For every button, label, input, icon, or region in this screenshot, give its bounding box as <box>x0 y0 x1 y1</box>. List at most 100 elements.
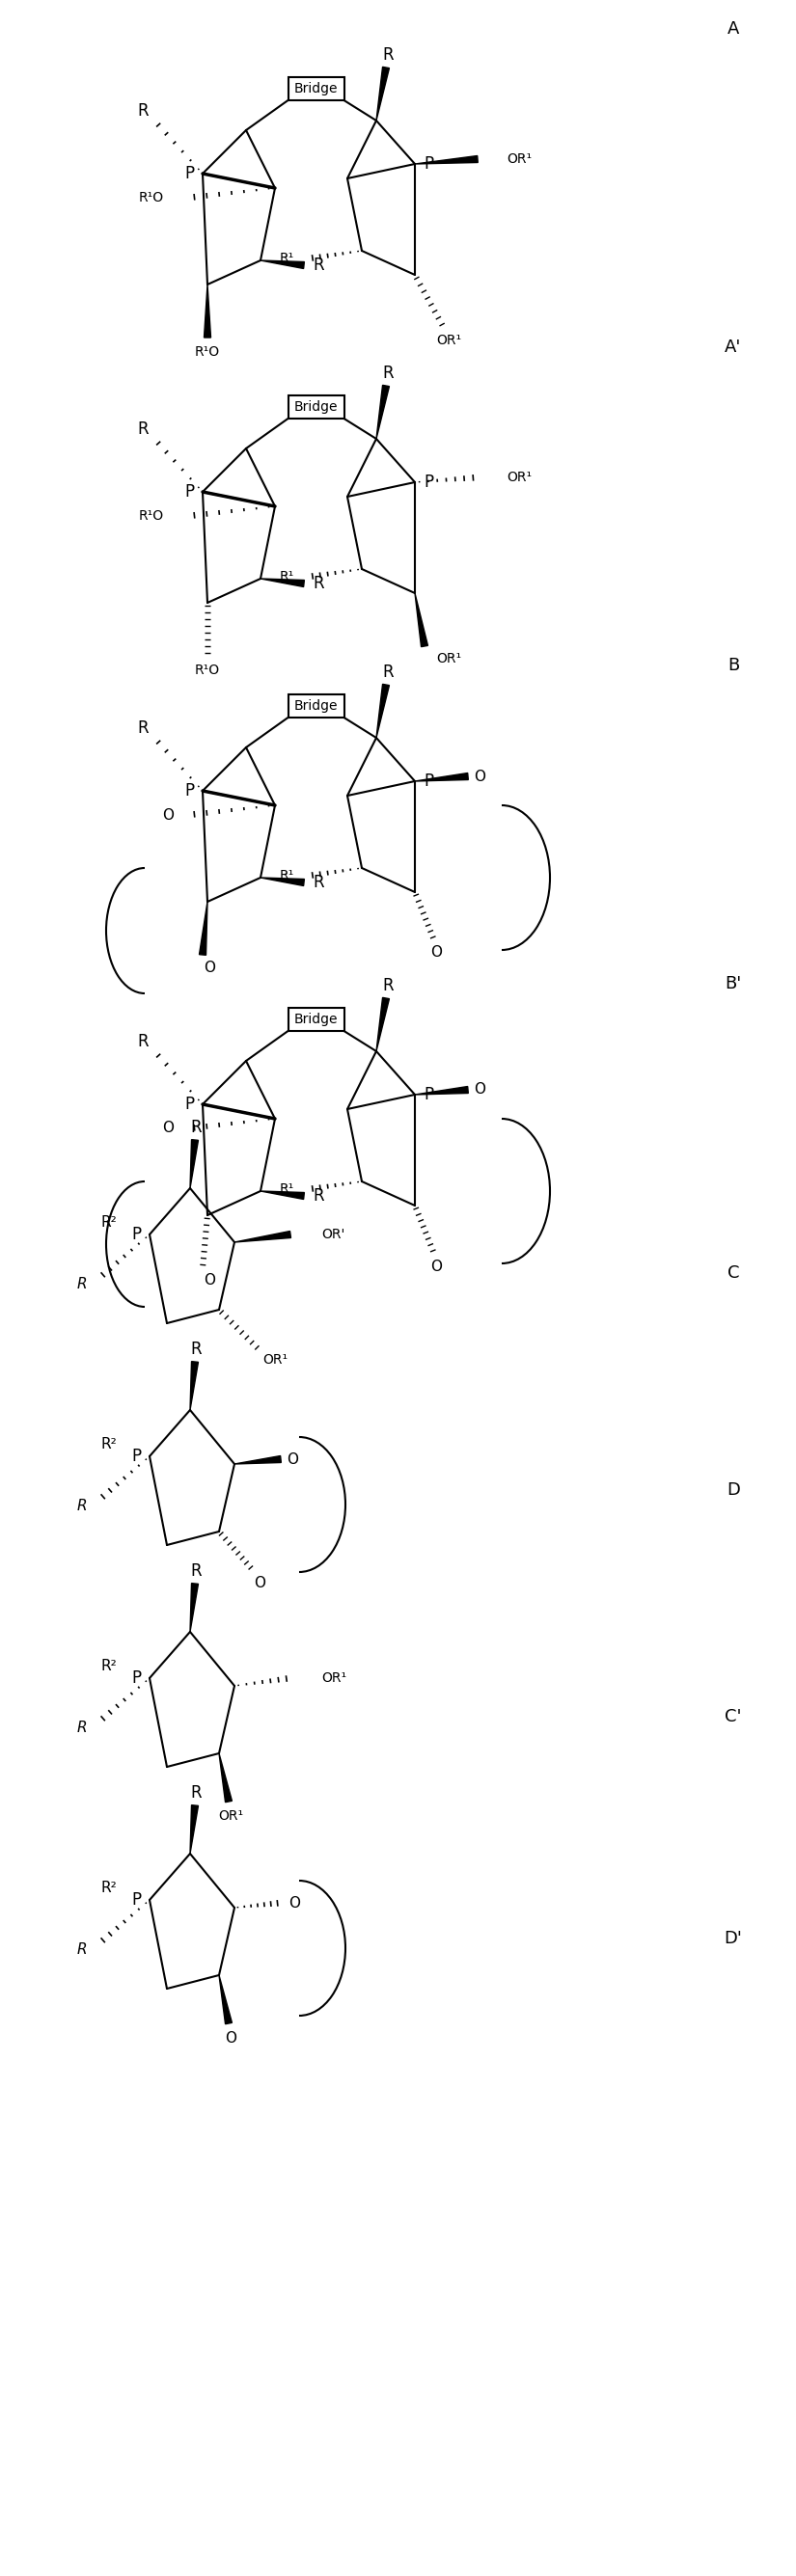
Text: P: P <box>423 155 433 173</box>
Text: R: R <box>190 1118 201 1136</box>
Text: P: P <box>131 1669 141 1687</box>
Text: R: R <box>382 46 393 64</box>
Text: R²: R² <box>101 1880 117 1896</box>
Polygon shape <box>377 67 389 121</box>
Text: OR¹: OR¹ <box>506 471 532 484</box>
Polygon shape <box>415 592 428 647</box>
Text: O: O <box>254 1577 265 1589</box>
Text: D': D' <box>724 1929 743 1947</box>
Text: O: O <box>204 1273 215 1288</box>
Text: OR¹: OR¹ <box>322 1672 346 1685</box>
Text: B': B' <box>725 976 742 992</box>
Text: R: R <box>313 1188 324 1206</box>
Text: R: R <box>76 1721 87 1736</box>
Text: R¹: R¹ <box>279 252 295 265</box>
Text: O: O <box>431 945 442 961</box>
Text: O: O <box>288 1896 300 1909</box>
Text: P: P <box>184 1095 194 1113</box>
Text: OR': OR' <box>322 1229 345 1242</box>
Text: R: R <box>382 366 393 381</box>
Polygon shape <box>377 997 389 1051</box>
Bar <box>288 696 344 719</box>
Bar <box>288 397 344 417</box>
Polygon shape <box>190 1806 198 1855</box>
Text: R¹: R¹ <box>279 1182 295 1195</box>
Text: R: R <box>190 1340 201 1358</box>
Text: Bridge: Bridge <box>294 698 338 714</box>
Text: P: P <box>184 165 194 183</box>
Text: R: R <box>76 1499 87 1515</box>
Text: P: P <box>423 474 433 492</box>
Text: O: O <box>474 770 486 783</box>
Polygon shape <box>260 1190 304 1200</box>
Text: R¹: R¹ <box>279 868 295 884</box>
Text: O: O <box>474 1082 486 1097</box>
Polygon shape <box>415 155 478 165</box>
Polygon shape <box>415 1087 468 1095</box>
Polygon shape <box>377 386 389 438</box>
Text: P: P <box>423 773 433 791</box>
Polygon shape <box>260 878 304 886</box>
Text: R¹O: R¹O <box>139 191 164 204</box>
Text: C: C <box>728 1265 739 1283</box>
Text: D: D <box>727 1481 740 1499</box>
Text: R: R <box>137 1033 148 1051</box>
Bar <box>288 77 344 100</box>
Text: OR¹: OR¹ <box>263 1352 287 1368</box>
Polygon shape <box>190 1584 198 1631</box>
Text: R: R <box>76 1942 87 1958</box>
Text: R¹O: R¹O <box>139 510 164 523</box>
Bar <box>288 1007 344 1030</box>
Polygon shape <box>219 1754 232 1803</box>
Text: R: R <box>313 574 324 592</box>
Text: O: O <box>287 1453 298 1466</box>
Text: R: R <box>313 258 324 273</box>
Text: R: R <box>382 665 393 680</box>
Text: P: P <box>131 1448 141 1466</box>
Text: R²: R² <box>101 1437 117 1453</box>
Text: P: P <box>131 1226 141 1244</box>
Text: O: O <box>224 2030 236 2045</box>
Text: R: R <box>313 873 324 891</box>
Text: C': C' <box>725 1708 742 1726</box>
Text: B: B <box>728 657 739 675</box>
Text: A': A' <box>725 337 742 355</box>
Polygon shape <box>260 580 304 587</box>
Polygon shape <box>235 1231 291 1242</box>
Text: R: R <box>137 719 148 737</box>
Text: A: A <box>728 21 739 39</box>
Polygon shape <box>199 902 208 956</box>
Text: P: P <box>131 1891 141 1909</box>
Polygon shape <box>190 1139 198 1188</box>
Polygon shape <box>235 1455 281 1463</box>
Text: R¹: R¹ <box>279 569 295 585</box>
Text: R¹O: R¹O <box>195 665 220 677</box>
Polygon shape <box>190 1363 198 1409</box>
Text: O: O <box>431 1260 442 1273</box>
Text: R: R <box>76 1278 87 1291</box>
Text: Bridge: Bridge <box>294 399 338 415</box>
Polygon shape <box>219 1976 232 2025</box>
Polygon shape <box>260 260 304 268</box>
Text: O: O <box>162 1121 174 1136</box>
Polygon shape <box>377 685 389 737</box>
Text: Bridge: Bridge <box>294 1012 338 1025</box>
Text: P: P <box>184 484 194 500</box>
Text: OR¹: OR¹ <box>506 152 532 165</box>
Text: OR¹: OR¹ <box>436 652 461 665</box>
Text: R: R <box>382 976 393 994</box>
Text: R: R <box>190 1785 201 1801</box>
Text: O: O <box>162 809 174 822</box>
Text: OR¹: OR¹ <box>218 1808 244 1824</box>
Text: R: R <box>190 1564 201 1579</box>
Text: R²: R² <box>101 1216 117 1231</box>
Text: OR¹: OR¹ <box>436 335 461 348</box>
Text: R: R <box>137 103 148 118</box>
Polygon shape <box>204 283 211 337</box>
Text: R: R <box>137 420 148 438</box>
Text: P: P <box>184 783 194 799</box>
Text: O: O <box>204 961 215 974</box>
Polygon shape <box>415 773 468 781</box>
Text: R¹O: R¹O <box>195 345 220 358</box>
Text: R²: R² <box>101 1659 117 1674</box>
